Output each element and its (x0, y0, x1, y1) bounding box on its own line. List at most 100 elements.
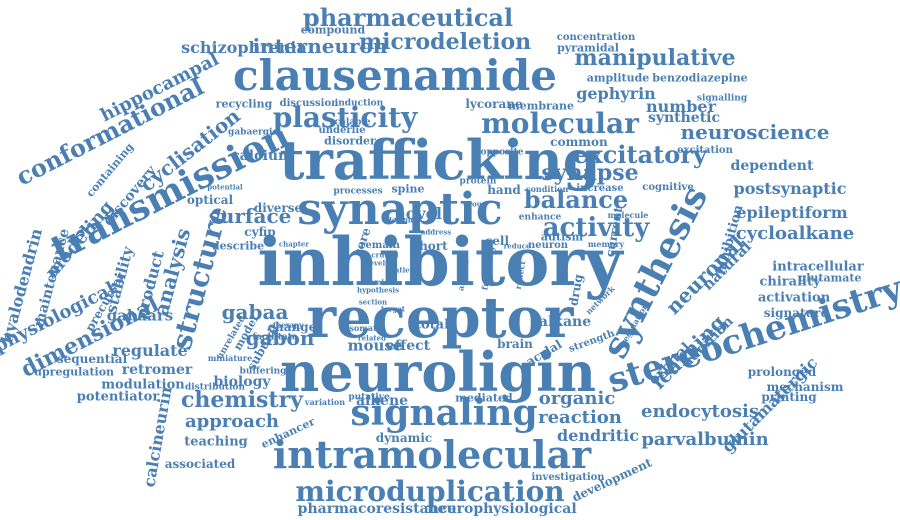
word-diverse: diverse (253, 201, 303, 215)
word-plasticity: plasticity (272, 101, 418, 134)
word-cell: cell (484, 234, 510, 248)
word-activation: activation (757, 290, 831, 306)
word-underlie: underlie (318, 125, 366, 136)
word-hand: hand (487, 183, 521, 197)
word-number: number (646, 97, 716, 116)
word-compound: compound (300, 23, 366, 37)
word-neuroligin: neuroligin (280, 340, 596, 404)
word-miniature: miniature (207, 353, 253, 363)
word-regulate: regulate (112, 341, 188, 360)
word-trafficking: trafficking (279, 128, 601, 192)
word-investigation: investigation (531, 472, 605, 483)
word-chirality: chirality (759, 274, 821, 290)
word-dependent: dependent (730, 158, 814, 174)
word-benzodiazepine: benzodiazepine (652, 71, 748, 85)
word-potential: potential (207, 182, 243, 192)
word-modulation: modulation (101, 377, 185, 393)
word-autism: autism (540, 230, 584, 244)
word-gabon: gabon (245, 326, 315, 350)
word-chemical: chemical (360, 277, 396, 287)
word-therapy: therapy (273, 320, 303, 330)
word-change: change (267, 320, 317, 334)
word-condition: condition (525, 184, 569, 194)
word-reduce: reduce (503, 241, 531, 251)
word-buffering: buffering (239, 366, 287, 377)
word-cyfip: cyfip (244, 225, 276, 239)
word-group: group (463, 199, 487, 209)
word-schizophrenia: schizophrenia (181, 38, 307, 57)
word-concentration: concentration (556, 32, 636, 43)
word-chapter: chapter (278, 239, 310, 249)
word-amplitude: amplitude (586, 71, 650, 85)
word-common: common (550, 135, 608, 149)
word-short: short (412, 239, 448, 253)
word-optical: optical (186, 193, 234, 207)
word-approach: approach (184, 411, 280, 432)
word-neurophysiological: neurophysiological (427, 501, 577, 517)
word-variation: variation (304, 397, 346, 407)
word-gabaergic: gabaergic (228, 127, 278, 138)
word-interneuron: interneuron (252, 34, 388, 58)
word-dynamic: dynamic (375, 431, 433, 445)
word-related: related (358, 333, 386, 343)
word-alkane: alkane (538, 314, 592, 330)
word-disorder: disorder (324, 134, 376, 148)
word-calcium: calcium (231, 148, 293, 164)
word-teaching: teaching (184, 434, 248, 450)
word-pyramidal: pyramidal (557, 41, 619, 55)
word-protein: protein (459, 176, 497, 187)
word-alkene: alkene (355, 393, 409, 409)
word-receptor: receptor (306, 285, 574, 351)
word-pharmaceutical: pharmaceutical (302, 3, 514, 32)
word-pharmacoresistance: pharmacoresistance (297, 501, 457, 517)
word-synthetic: synthetic (647, 110, 721, 126)
word-manipulative: manipulative (574, 45, 736, 71)
word-glutamate: glutamate (798, 271, 862, 285)
word-design: design (387, 215, 413, 225)
word-recycling: recycling (215, 97, 273, 111)
word-epileptiform: epileptiform (736, 203, 848, 222)
word-membrane: membrane (508, 99, 574, 113)
word-brain: brain (497, 337, 533, 351)
word-associated: associated (164, 457, 236, 471)
word-excitation: excitation (677, 145, 733, 156)
word-signature: signature (763, 306, 829, 320)
word-endocytosis: endocytosis (641, 401, 759, 422)
word-total: total (414, 317, 450, 333)
word-processes: processes (333, 186, 383, 197)
word-activity: activity (542, 213, 650, 243)
word-gephyrin: gephyrin (576, 84, 656, 103)
word-remain: remain (360, 240, 400, 251)
word-describe: describe (211, 239, 265, 253)
word-microduplication: microduplication (295, 475, 565, 508)
word-signaling: signaling (350, 392, 538, 434)
word-facilitate: facilitate (252, 332, 298, 343)
word-retromer: retromer (121, 362, 193, 378)
word-effect: effect (385, 338, 431, 354)
word-synapse: synapse (541, 160, 639, 186)
word-excitatory: excitatory (573, 140, 707, 169)
word-address: address (420, 227, 452, 237)
word-inhibitory: inhibitory (257, 223, 623, 301)
word-postsynaptic: postsynaptic (733, 179, 847, 198)
word-lycorane: lycorane (465, 97, 523, 111)
word-spine: spine (391, 182, 425, 196)
word-mechanism: mechanism (766, 380, 844, 394)
word-mouse: mouse (347, 336, 403, 355)
word-patient: patient (389, 265, 419, 275)
word-cognitive: cognitive (642, 182, 694, 193)
word-section: section (358, 297, 388, 307)
word-distribution: distribution (184, 382, 246, 393)
word-cycloalkane: cycloalkane (735, 223, 855, 244)
word-putative: putative (348, 392, 390, 403)
word-clausenamide: clausenamide (233, 51, 557, 100)
word-dendritic: dendritic (557, 426, 639, 445)
word-opposite: opposite (480, 147, 524, 158)
word-enhance: enhance (518, 212, 562, 223)
word-memory: memory (587, 239, 625, 249)
word-intramolecular: intramolecular (272, 432, 592, 477)
word-microdeletion: microdeletion (358, 29, 532, 55)
word-gabaars: gabaars (106, 306, 174, 325)
word-printing: printing (761, 390, 817, 404)
